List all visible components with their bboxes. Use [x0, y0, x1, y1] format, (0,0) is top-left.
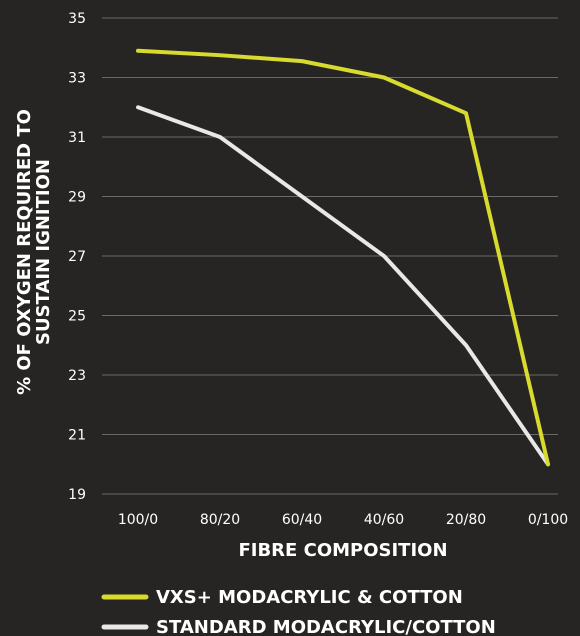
series-lines — [136, 48, 550, 467]
x-tick-label: 60/40 — [282, 512, 322, 528]
y-tick-label: 19 — [68, 487, 86, 503]
y-tick-label: 25 — [68, 309, 86, 325]
y-tick-label: 29 — [68, 190, 86, 206]
y-axis-ticks: 19 21 23 25 27 29 31 33 35 — [68, 11, 86, 503]
y-tick-label: 27 — [68, 249, 86, 265]
y-tick-label: 35 — [68, 11, 86, 27]
series-line-standard — [136, 105, 550, 467]
x-axis-ticks: 100/0 80/20 60/40 40/60 20/80 0/100 — [118, 512, 568, 528]
x-tick-label: 0/100 — [528, 512, 568, 528]
x-tick-label: 80/20 — [200, 512, 240, 528]
legend: VXS+ MODACRYLIC & COTTON STANDARD MODACR… — [101, 587, 496, 636]
y-tick-label: 31 — [68, 130, 86, 146]
x-tick-label: 100/0 — [118, 512, 158, 528]
x-tick-label: 40/60 — [364, 512, 404, 528]
series-line-vxs — [136, 48, 550, 467]
y-axis-title-line-2: SUSTAIN IGNITION — [33, 159, 54, 345]
x-tick-label: 20/80 — [446, 512, 486, 528]
y-tick-label: 33 — [68, 71, 86, 87]
x-axis-title: FIBRE COMPOSITION — [238, 540, 447, 561]
y-tick-label: 21 — [68, 428, 86, 444]
legend-label-standard: STANDARD MODACRYLIC/COTTON — [156, 617, 496, 636]
legend-label-vxs: VXS+ MODACRYLIC & COTTON — [156, 587, 463, 608]
y-tick-label: 23 — [68, 368, 86, 384]
y-axis-title: % OF OXYGEN REQUIRED TO SUSTAIN IGNITION — [14, 109, 54, 395]
y-axis-title-line-1: % OF OXYGEN REQUIRED TO — [14, 109, 35, 395]
grid-lines — [102, 17, 558, 495]
